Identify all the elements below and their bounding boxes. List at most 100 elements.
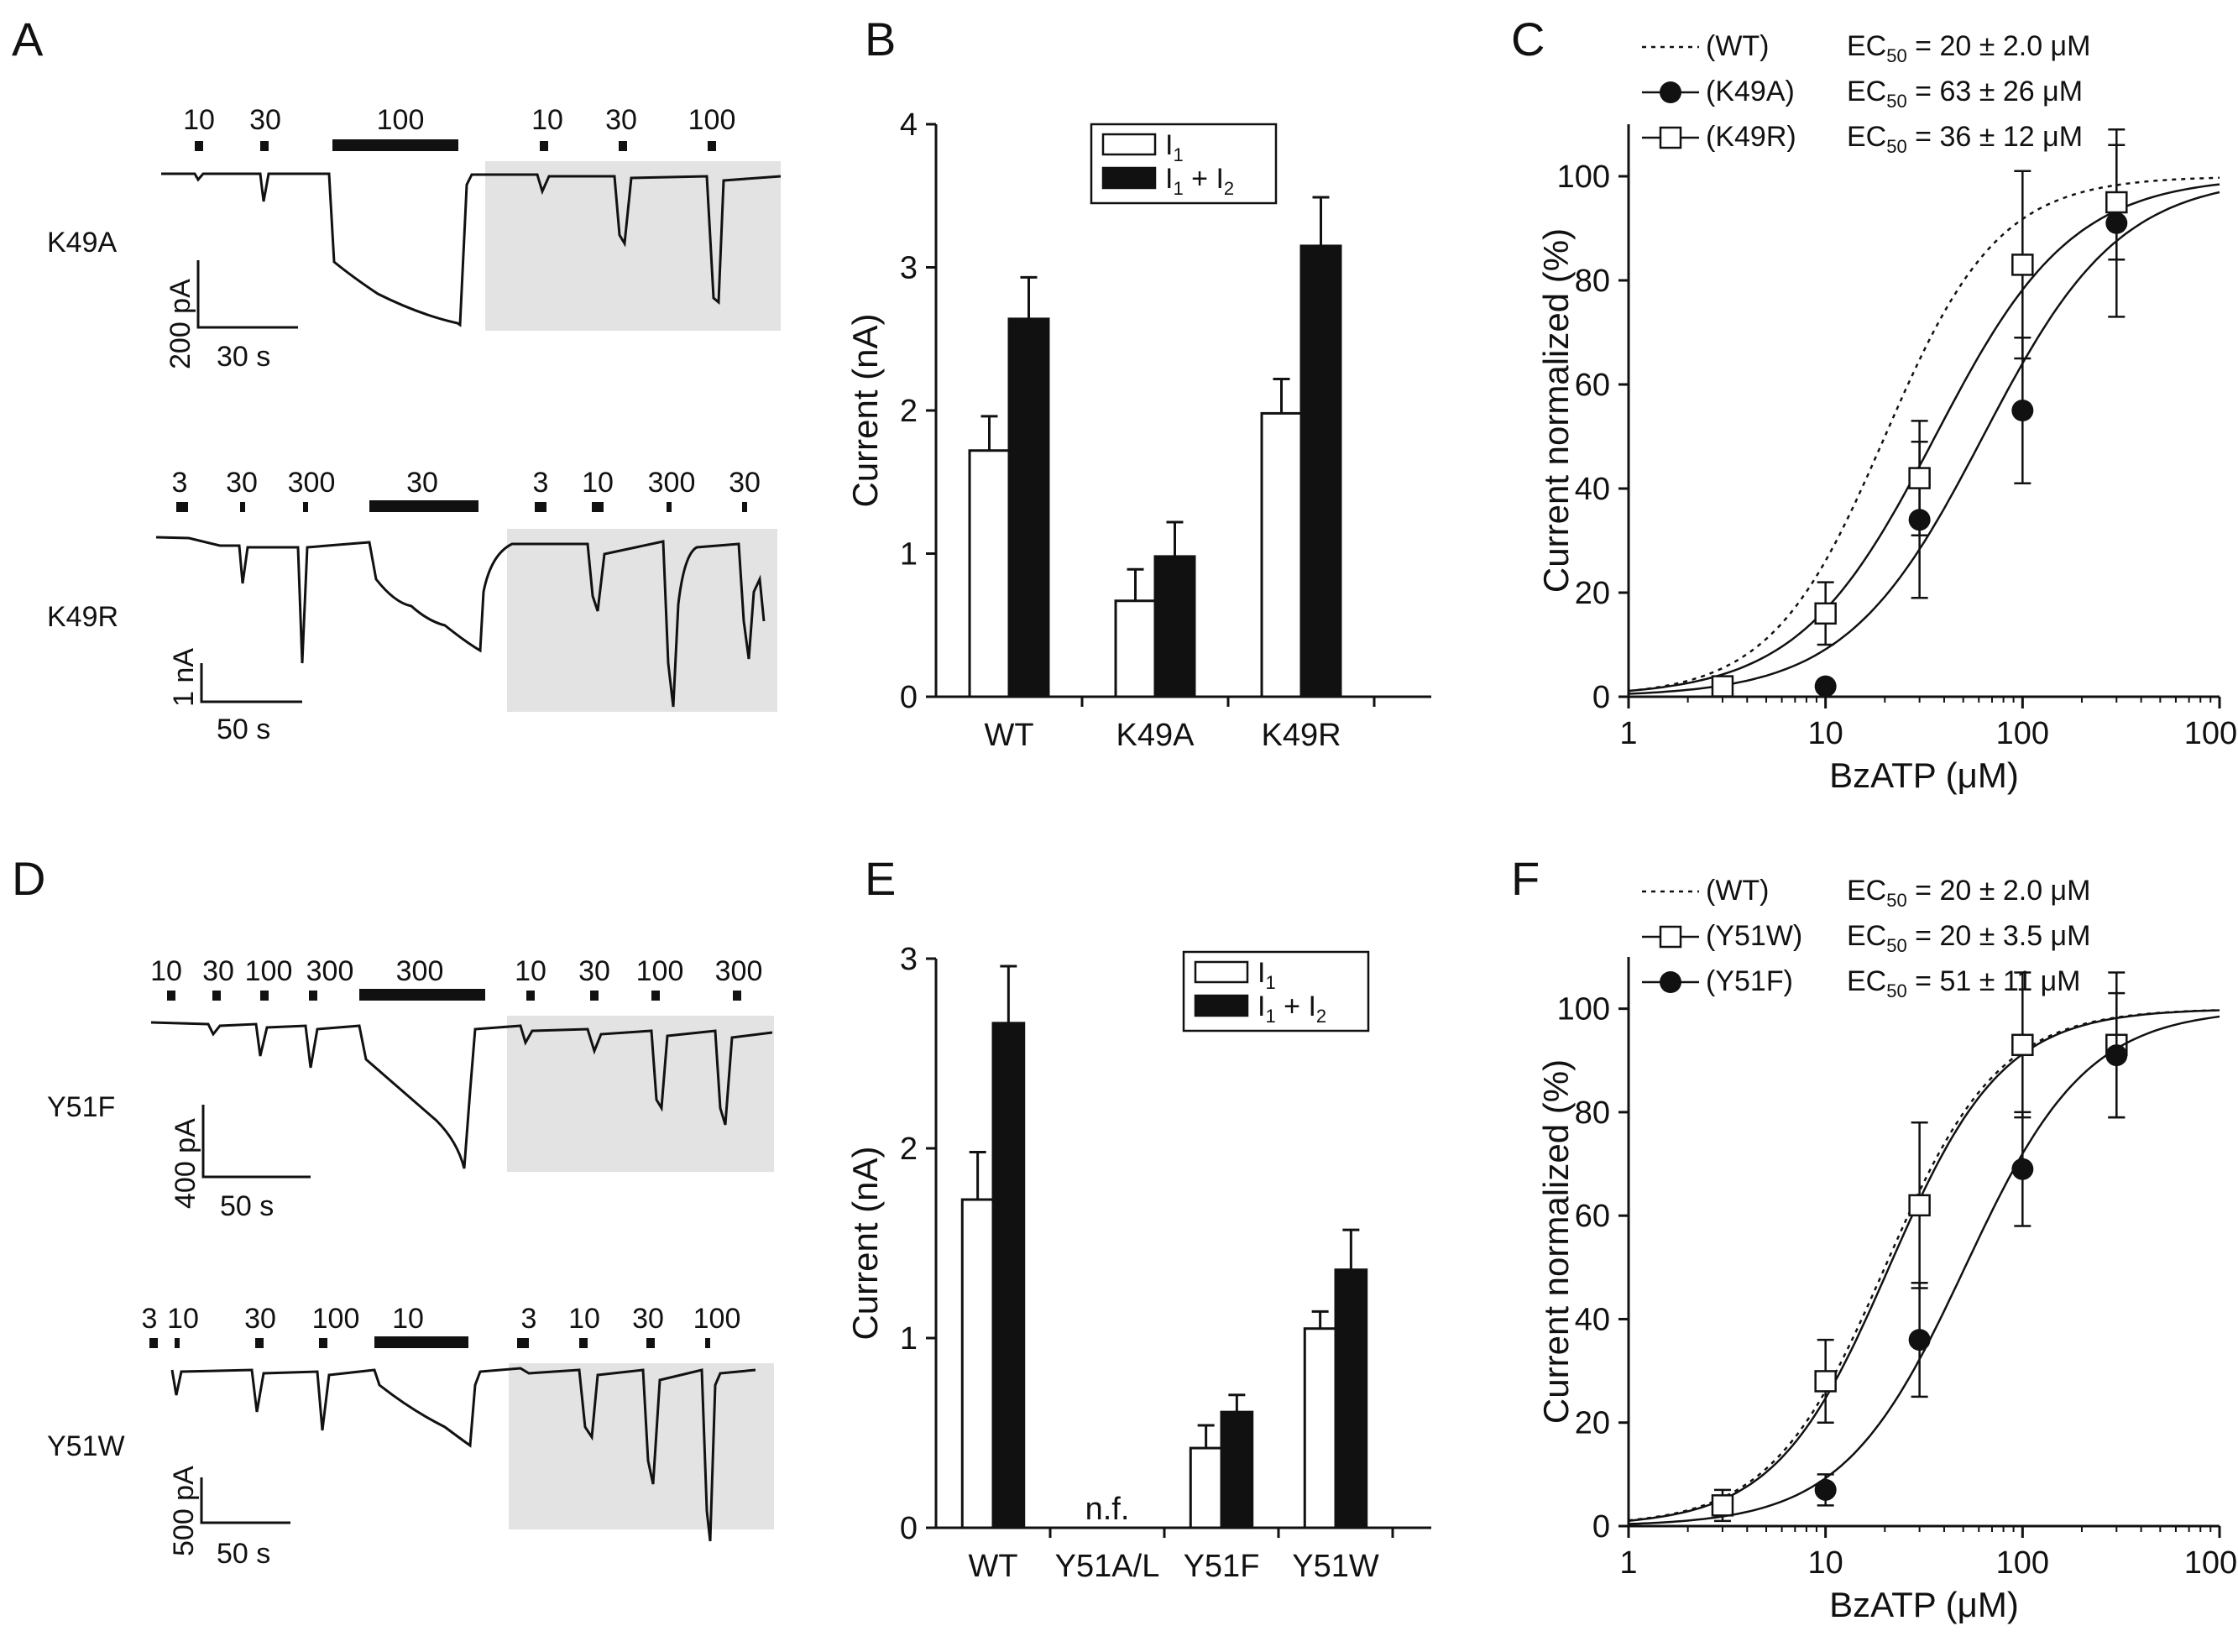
- conc-label: 30: [729, 467, 761, 499]
- y-tick-label: 1: [900, 537, 918, 572]
- y-tick-label: 100: [1557, 992, 1610, 1027]
- x-tick-label: 1: [1619, 716, 1637, 751]
- x-tick-label: Y51W: [1292, 1549, 1379, 1584]
- legend-marker: [1659, 126, 1682, 149]
- conc-label: 30: [226, 467, 258, 499]
- current-trace: [170, 1367, 756, 1542]
- scale-x-label: 30 s: [217, 341, 270, 373]
- y-tick-label: 0: [900, 1511, 918, 1546]
- conc-label: 10: [392, 1303, 424, 1335]
- bar-wt-i1: [968, 449, 1011, 698]
- trace-panel-k49r: 3 30 300 30 3 10 300 30 K49R 1 nA 50 s: [47, 467, 777, 745]
- data-point: [1814, 1478, 1837, 1501]
- conc-label: 10: [167, 1303, 199, 1335]
- concentration-labels: 3 10 30 100 10 3 10 30 100: [142, 1303, 741, 1335]
- x-tick-label: Y51F: [1184, 1549, 1260, 1584]
- x-tick-label: 100: [1996, 1545, 2049, 1581]
- y-tick-label: 20: [1575, 576, 1610, 611]
- data-point: [1711, 675, 1734, 698]
- conc-label: 3: [142, 1303, 158, 1335]
- x-tick-label: WT: [984, 718, 1033, 753]
- dose-response-chart-c: 0 20 40 60 80 100 1 10 100 1000 BzATP (μM) Current …: [1536, 30, 2238, 795]
- legend-ec50: EC50 = 20 ± 3.5 μM: [1847, 920, 2090, 956]
- conc-label: 10: [582, 467, 614, 499]
- current-trace: [150, 1021, 773, 1169]
- data-point: [1711, 1494, 1734, 1517]
- panel-label-c: C: [1511, 13, 1545, 65]
- data-point: [2011, 254, 2034, 276]
- legend-label: I1 + I2: [1258, 991, 1326, 1027]
- legend-label: I1: [1258, 957, 1276, 993]
- legend-ec50: EC50 = 51 ± 11 μM: [1847, 965, 2081, 1001]
- data-point: [2105, 1044, 2128, 1067]
- bar-k49a-i1-plus-i2: [1153, 555, 1196, 698]
- application-bars: [167, 989, 741, 1001]
- x-tick-label: 1000: [2184, 1545, 2238, 1581]
- scale-y-label: 200 pA: [165, 279, 196, 369]
- concentration-labels: 10 30 100 10 30 100: [183, 104, 735, 136]
- conc-label: 100: [688, 104, 736, 136]
- construct-label: K49R: [47, 601, 118, 633]
- x-axis-label: BzATP (μM): [1829, 755, 2019, 795]
- legend-series-name: (WT): [1706, 30, 1770, 62]
- legend-series-name: (K49R): [1706, 121, 1796, 153]
- fit-curve-k49r: [1628, 183, 2220, 693]
- conc-label: 300: [306, 955, 354, 987]
- conc-label: 10: [531, 104, 563, 136]
- y-tick-label: 0: [1592, 1509, 1610, 1545]
- data-point: [2105, 191, 2128, 214]
- legend-ec50: EC50 = 20 ± 2.0 μM: [1847, 30, 2090, 66]
- x-tick-label: 1000: [2184, 716, 2238, 751]
- data-point: [2011, 1158, 2034, 1180]
- data-point: [1908, 1329, 1931, 1351]
- current-trace: [155, 536, 766, 708]
- legend-ec50: EC50 = 63 ± 26 μM: [1847, 76, 2083, 112]
- conc-label: 300: [288, 467, 336, 499]
- shaded-region: [507, 529, 777, 712]
- data-point: [1814, 675, 1837, 698]
- y-tick-label: 0: [900, 680, 918, 715]
- data-point: [2011, 400, 2034, 421]
- y-tick-label: 40: [1575, 1302, 1610, 1337]
- application-bars: [176, 500, 747, 512]
- y-tick-label: 3: [900, 942, 918, 977]
- bar-wt-i1-plus-i2: [1007, 317, 1050, 698]
- construct-label: Y51F: [47, 1091, 115, 1123]
- scale-x-label: 50 s: [217, 714, 270, 745]
- x-tick-label: 1: [1619, 1545, 1637, 1581]
- y-tick-label: 2: [900, 394, 918, 429]
- conc-label: 10: [515, 955, 546, 987]
- scale-bar: [200, 663, 302, 703]
- conc-label: 10: [183, 104, 215, 136]
- legend-swatch: [1101, 133, 1157, 156]
- panel-label-f: F: [1511, 852, 1540, 905]
- data-point: [1814, 602, 1837, 625]
- concentration-labels: 10 30 100 300 300 10 30 100 300: [150, 955, 762, 987]
- bar-y51w-i1-plus-i2: [1334, 1268, 1368, 1529]
- conc-label: 10: [568, 1303, 600, 1335]
- fit-curve-wt: [1628, 1009, 2220, 1522]
- scale-x-label: 50 s: [220, 1190, 274, 1222]
- application-bars: [149, 1336, 710, 1348]
- scale-y-label: 1 nA: [168, 648, 200, 707]
- conc-label: 10: [150, 955, 182, 987]
- legend-marker: [1660, 971, 1681, 993]
- data-point: [1908, 1194, 1931, 1217]
- bar-k49r-i1-plus-i2: [1299, 244, 1342, 698]
- legend-series-name: (Y51F): [1706, 965, 1793, 997]
- x-tick-label: K49A: [1116, 718, 1195, 753]
- shaded-region: [485, 161, 781, 331]
- scale-y-label: 500 pA: [168, 1466, 200, 1556]
- panel-label-b: B: [865, 13, 896, 65]
- not-functional-label: n.f.: [1085, 1492, 1130, 1527]
- conc-label: 100: [245, 955, 293, 987]
- trace-panel-y51f: 10 30 100 300 300 10 30 100 300 Y51F 400…: [47, 955, 774, 1222]
- legend-label: I1 + I2: [1165, 163, 1234, 199]
- bar-y51w-i1: [1303, 1327, 1337, 1529]
- y-tick-label: 60: [1575, 368, 1610, 403]
- scale-bar: [200, 1477, 290, 1524]
- bar-wt-i1-plus-i2: [991, 1022, 1026, 1529]
- conc-label: 3: [533, 467, 549, 499]
- bar-wt-i1: [960, 1198, 995, 1529]
- x-tick-label: Y51A/L: [1055, 1549, 1160, 1584]
